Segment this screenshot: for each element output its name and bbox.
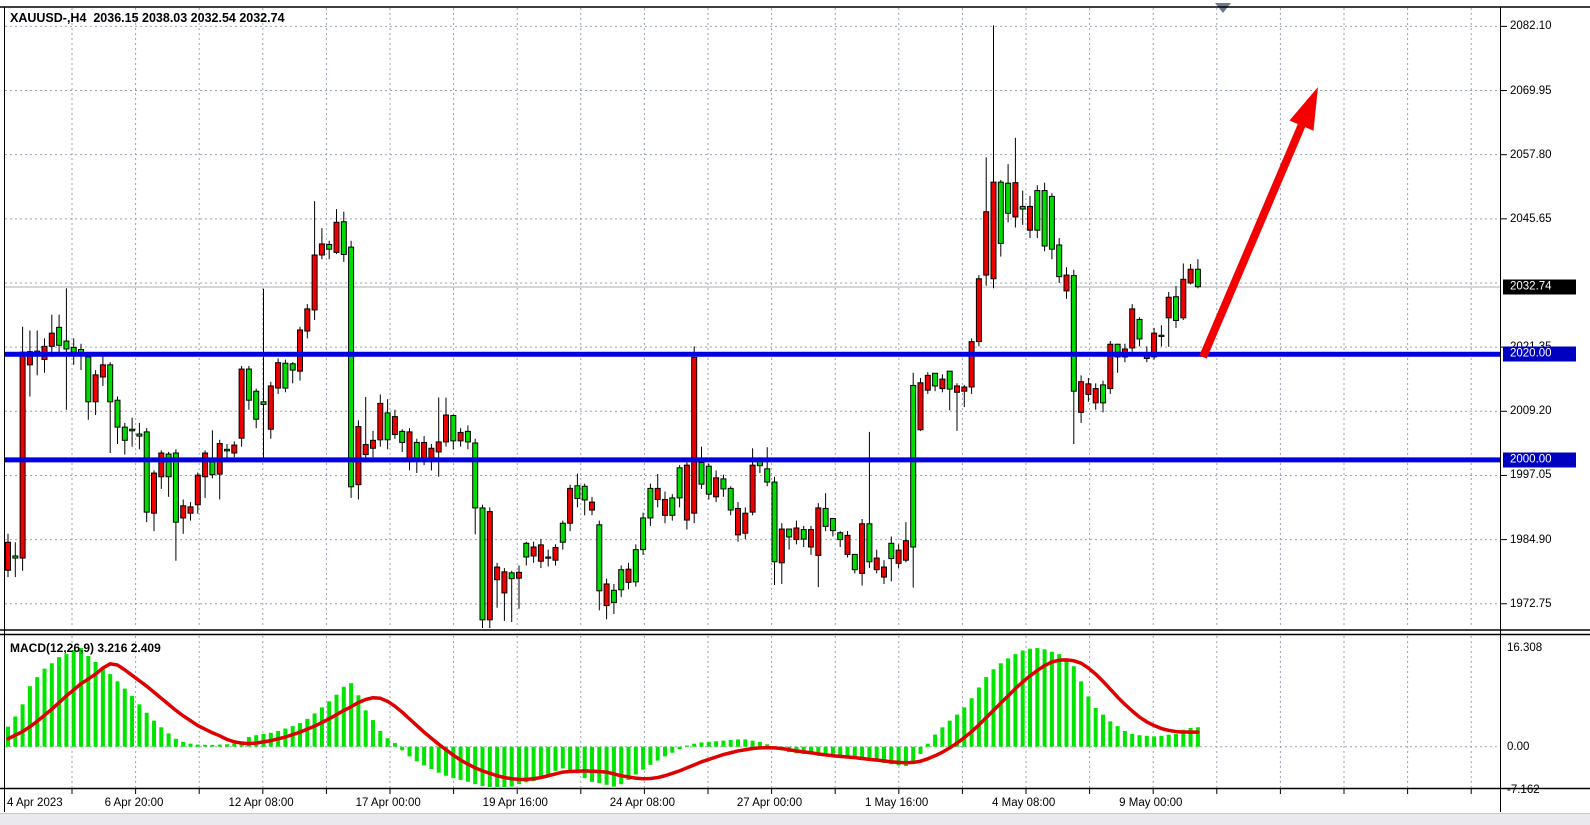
price-axis-label: 1972.75: [1510, 597, 1552, 610]
time-axis-label: 27 Apr 00:00: [736, 797, 803, 809]
candles: [5, 25, 1201, 628]
price-axis-label: 1997.05: [1510, 469, 1552, 482]
price-axis-label: 2069.95: [1510, 84, 1552, 97]
macd-axis-label: 0.00: [1507, 740, 1530, 753]
price-axis-label: 2082.10: [1510, 20, 1552, 33]
ohlc-readout: 2036.15 2038.03 2032.54 2032.74: [93, 11, 285, 25]
chart-shift-marker-icon[interactable]: [1215, 3, 1231, 13]
price-axis-label: 2009.20: [1510, 405, 1552, 418]
current-price-badge: 2032.74: [1503, 279, 1576, 295]
macd-axis-label: -7.162: [1507, 784, 1540, 797]
time-axis-label: 6 Apr 20:00: [104, 797, 164, 809]
price-axis-label: 1984.90: [1510, 533, 1552, 546]
time-axis-label: 19 Apr 16:00: [482, 797, 548, 809]
time-axis-label: 9 May 00:00: [1119, 797, 1183, 809]
time-axis-label: 4 Apr 2023: [7, 797, 63, 809]
level-price-badge: 2000.00: [1503, 452, 1576, 468]
price-axis-label: 2045.65: [1510, 212, 1552, 225]
price-axis-label: 2057.80: [1510, 148, 1552, 161]
time-axis-label: 17 Apr 00:00: [355, 797, 421, 809]
macd-indicator-label: MACD(12,26,9) 3.216 2.409: [10, 641, 161, 655]
window-bottom-strip: [0, 813, 1590, 825]
chart-title: XAUUSD-,H4 2036.15 2038.03 2032.54 2032.…: [10, 11, 285, 25]
time-axis-label: 1 May 16:00: [864, 797, 929, 809]
macd-histogram: [6, 648, 1200, 787]
time-axis-label: 12 Apr 08:00: [228, 797, 294, 809]
macd-axis-label: 16.308: [1507, 642, 1543, 655]
time-axis-label: 4 May 08:00: [992, 797, 1056, 809]
horizontal-level-line[interactable]: [5, 351, 1500, 357]
trend-arrow[interactable]: [1199, 87, 1318, 359]
macd-signal-line: [6, 658, 1200, 782]
level-price-badge: 2020.00: [1503, 346, 1576, 362]
time-axis-label: 24 Apr 08:00: [609, 797, 676, 809]
horizontal-level-line[interactable]: [5, 457, 1500, 463]
symbol-timeframe: XAUUSD-,H4: [10, 11, 87, 25]
